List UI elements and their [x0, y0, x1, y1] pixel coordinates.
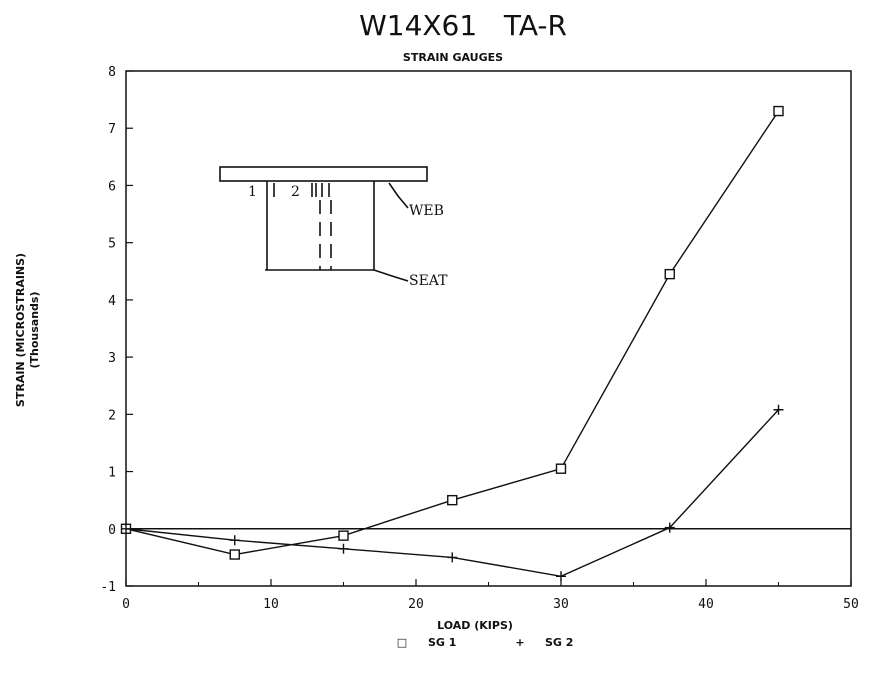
legend-marker-sg1: □ [397, 636, 407, 649]
data-point-sg1 [447, 494, 458, 506]
y-axis-subtitle: (Thousands) [28, 292, 41, 369]
y-tick-label: 5 [108, 237, 116, 252]
x-tick-label: 0 [122, 597, 130, 612]
y-tick-label: 6 [108, 179, 116, 194]
chart-subtitle: STRAIN GAUGES [403, 51, 503, 64]
legend: □ SG 1 + SG 2 [397, 636, 574, 649]
legend-label-sg2: SG 2 [545, 636, 573, 649]
connection-inset-diagram [219, 166, 428, 282]
series-line-1 [125, 110, 780, 556]
y-tick-label: 8 [108, 65, 116, 80]
inset-gauge-label-1: 1 [248, 184, 257, 200]
data-point-sg2 [338, 543, 349, 554]
y-tick-label: 3 [108, 351, 116, 366]
data-point-sg2 [447, 552, 458, 563]
y-tick-label: 4 [108, 294, 116, 309]
x-tick-label: 40 [698, 597, 714, 612]
data-point-sg1 [555, 463, 567, 474]
x-tick-label: 20 [408, 597, 424, 612]
data-point-sg2 [556, 571, 566, 582]
y-tick-label: 2 [108, 408, 116, 423]
y-axis-label: STRAIN (MICROSTRAINS) (Thousands) [14, 253, 41, 407]
data-point-sg1 [338, 530, 349, 541]
inset-seat-label: SEAT [409, 273, 448, 289]
data-point-sg2 [229, 535, 240, 546]
data-point-sg2 [121, 523, 131, 534]
inset-web-label: WEB [409, 203, 444, 219]
x-tick-label: 30 [553, 597, 569, 612]
inset-seat-leader [373, 269, 409, 282]
y-tick-label: 7 [108, 122, 116, 137]
data-point-sg1 [664, 268, 675, 280]
y-tick-label: 1 [108, 466, 116, 481]
x-axis-title: LOAD (KIPS) [437, 619, 513, 632]
x-tick-label: 50 [843, 597, 859, 612]
data-point-sg2 [664, 522, 675, 533]
y-tick-label: 0 [108, 523, 116, 538]
inset-web-leader [388, 182, 409, 209]
data-point-sg2 [773, 404, 784, 415]
inset-flange [219, 166, 428, 182]
inset-gauge-label-2: 2 [291, 184, 300, 200]
data-point-sg1 [229, 549, 240, 560]
chart-title: W14X61 TA-R [359, 9, 567, 42]
legend-marker-sg2: + [515, 636, 524, 649]
data-point-sg1 [773, 105, 784, 117]
legend-label-sg1: SG 1 [428, 636, 456, 649]
x-tick-label: 10 [263, 597, 279, 612]
plot-frame [125, 70, 852, 587]
y-axis-title: STRAIN (MICROSTRAINS) [14, 253, 27, 407]
y-tick-label: -1 [100, 580, 116, 595]
